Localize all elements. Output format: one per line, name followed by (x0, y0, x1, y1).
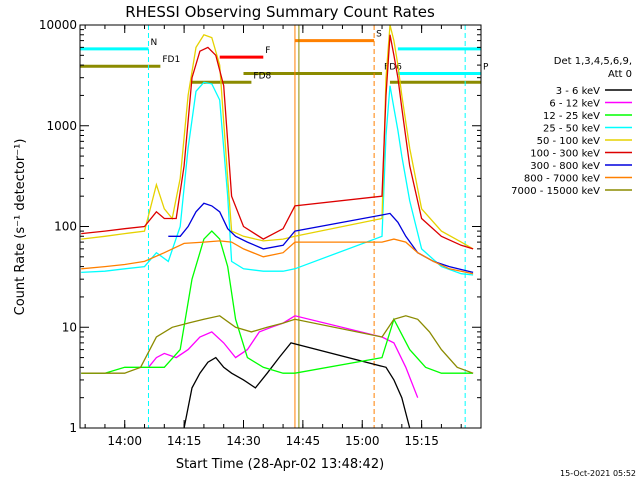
legend-entry-label-1: 6 - 12 keV (549, 99, 600, 110)
flag-label-fd8: FD8 (253, 71, 271, 81)
x-axis: 14:00 14:15 14:30 14:45 15:00 15:15 (84, 25, 482, 448)
x-axis-label: Start Time (28-Apr-02 13:48:42) (176, 457, 384, 472)
y-tick-label-1: 10 (62, 320, 77, 334)
y-tick-label-2: 100 (54, 220, 77, 234)
series-line-5 (81, 34, 474, 250)
x-tick-label-4: 15:00 (345, 434, 380, 448)
series-line-6 (168, 202, 474, 274)
legend-entry-label-6: 300 - 800 keV (530, 161, 600, 172)
series-line-3 (81, 81, 474, 276)
x-tick-label-0: 14:00 (107, 434, 142, 448)
x-tick-label-5: 15:15 (404, 434, 439, 448)
flag-bars: N FD1 F S FD6 P FD8 (80, 30, 489, 84)
y-tick-label-0: 1 (69, 421, 77, 435)
y-tick-label-3: 1000 (46, 119, 77, 133)
legend-entry-label-3: 25 - 50 keV (543, 124, 600, 135)
x-tick-label-1: 14:15 (167, 434, 202, 448)
flag-label-fd1: FD1 (162, 55, 180, 65)
data-series (81, 24, 474, 429)
flag-label-fd6: FD6 (384, 63, 402, 73)
series-line-7 (81, 238, 474, 275)
series-line-2 (81, 230, 474, 374)
series-line-8 (81, 315, 474, 374)
y-axis-label: Count Rate (s⁻¹ detector⁻¹) (13, 139, 28, 316)
series-line-0 (183, 342, 411, 429)
chart-title: RHESSI Observing Summary Count Rates (125, 3, 435, 21)
x-tick-label-3: 14:45 (286, 434, 321, 448)
legend: Det 1,3,4,5,6,9, Att 0 3 - 6 keV 6 - 12 k… (511, 56, 632, 197)
flag-label-n: N (150, 38, 157, 48)
legend-entry-label-8: 7000 - 15000 keV (511, 186, 600, 197)
legend-entry-label-7: 800 - 7000 keV (524, 174, 600, 185)
y-tick-label-4: 10000 (39, 18, 77, 32)
legend-entry-label-5: 100 - 300 keV (530, 149, 600, 160)
legend-title-line2: Att 0 (608, 69, 632, 80)
legend-entry-label-4: 50 - 100 keV (537, 136, 601, 147)
legend-entry-label-2: 12 - 25 keV (543, 111, 600, 122)
legend-title-line1: Det 1,3,4,5,6,9, (554, 56, 632, 67)
vertical-markers (147, 25, 466, 428)
flag-label-s: S (376, 30, 382, 40)
flag-label-f: F (265, 46, 270, 56)
series-line-4 (81, 24, 474, 250)
legend-entry-label-0: 3 - 6 keV (556, 86, 600, 97)
x-tick-label-2: 14:30 (226, 434, 261, 448)
flag-label-p: P (483, 63, 489, 73)
y-axis: 1 10 100 1000 10000 (39, 18, 481, 435)
footer-timestamp: 15-Oct-2021 05:52 (560, 469, 636, 478)
series-line-1 (147, 315, 419, 398)
